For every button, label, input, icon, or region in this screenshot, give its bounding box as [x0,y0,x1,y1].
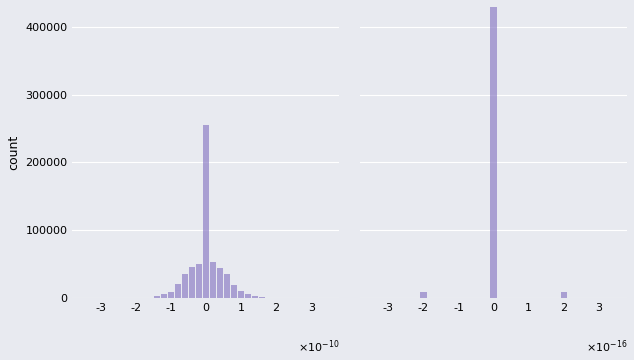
Bar [189,267,195,298]
Bar [238,291,244,298]
Bar [160,294,167,298]
Bar [153,296,160,298]
Bar [252,296,258,298]
Bar [175,284,181,298]
Bar [224,274,230,298]
Bar [420,292,427,298]
Y-axis label: count: count [7,135,20,170]
Bar [196,264,202,298]
Bar [217,268,223,298]
Bar [259,297,265,298]
Bar [210,262,216,298]
Bar [182,274,188,298]
Bar [560,292,567,298]
Bar [491,7,497,298]
Bar [245,294,251,298]
Text: $\times 10^{-10}$: $\times 10^{-10}$ [298,338,339,355]
Bar [231,285,237,298]
Bar [203,125,209,298]
Bar [167,292,174,298]
Text: $\times 10^{-16}$: $\times 10^{-16}$ [586,338,627,355]
